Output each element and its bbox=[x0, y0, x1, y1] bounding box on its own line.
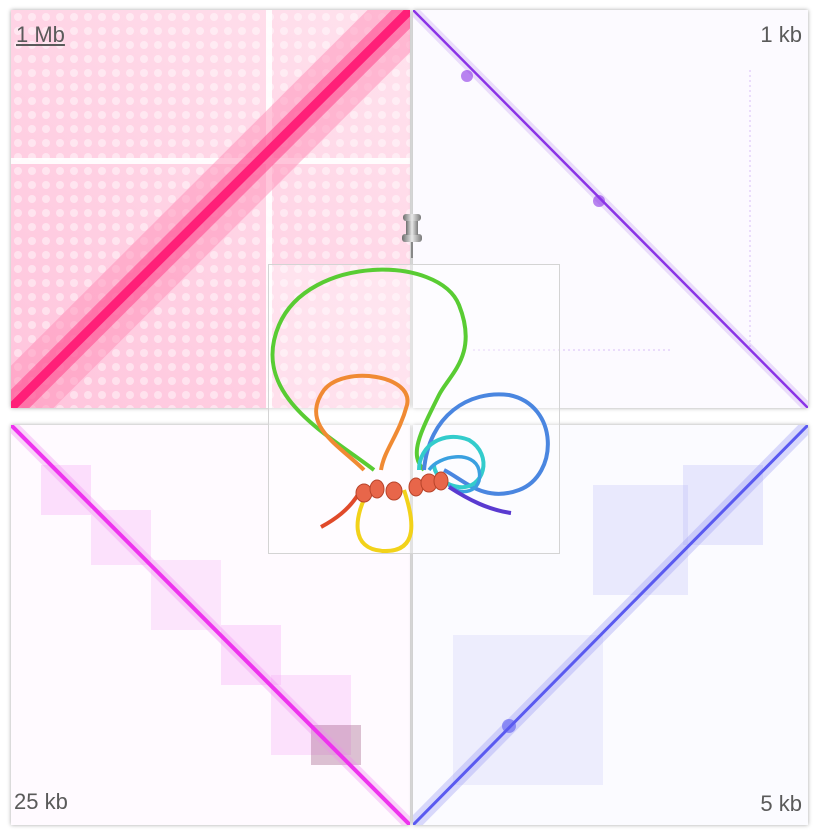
contact-map-1mb: 1 Mb bbox=[11, 10, 410, 408]
contact-map-1kb: 1 kb bbox=[413, 10, 808, 408]
pushpin-graphic bbox=[402, 214, 422, 258]
heatmap-1kb bbox=[413, 10, 808, 408]
heatmap-1mb bbox=[11, 10, 410, 408]
structure-inset bbox=[268, 264, 560, 554]
scale-label-5kb: 5 kb bbox=[760, 791, 802, 816]
pushpin-icon[interactable] bbox=[396, 212, 428, 265]
chromatin-loop-model bbox=[270, 267, 550, 554]
scale-label-1mb: 1 Mb bbox=[16, 22, 65, 47]
scale-label-25kb: 25 kb bbox=[14, 789, 68, 814]
heatmap-25kb bbox=[11, 425, 410, 825]
scale-label-1kb: 1 kb bbox=[760, 22, 802, 47]
contact-map-25kb: 25 kb bbox=[11, 425, 410, 825]
